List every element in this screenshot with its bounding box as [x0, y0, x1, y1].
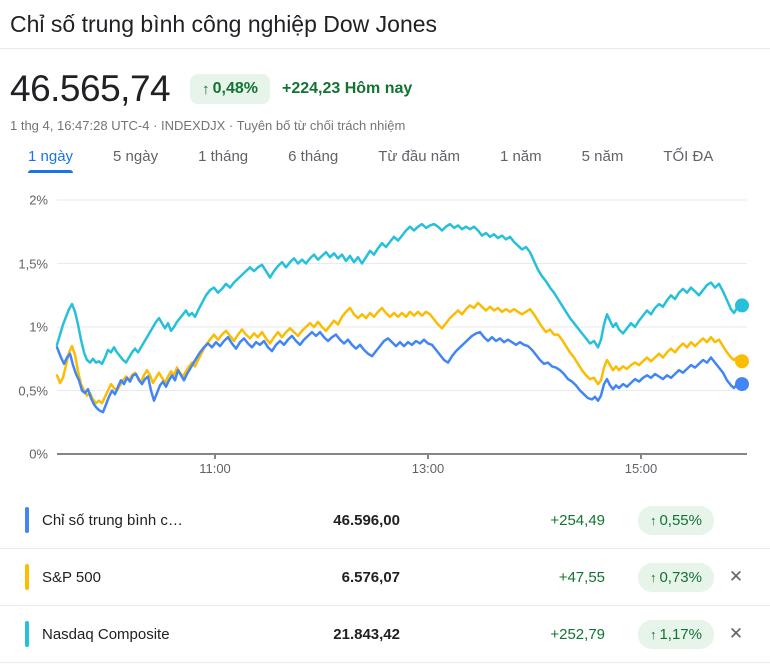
- up-arrow-icon: ↑: [649, 512, 657, 528]
- index-percent-value: 1,17%: [659, 625, 702, 643]
- series-color-marker: [25, 564, 29, 590]
- series-end-dot: [735, 377, 749, 392]
- page-title: Chỉ số trung bình công nghiệp Dow Jones: [10, 11, 438, 37]
- y-axis-label: 0%: [29, 446, 48, 462]
- header-divider: [0, 48, 770, 49]
- period-tab-bar: 1 ngày 5 ngày 1 tháng 6 tháng Từ đầu năm…: [0, 148, 770, 173]
- y-axis-label: 1%: [29, 319, 48, 335]
- change-percent-badge: ↑ 0,48%: [190, 74, 270, 104]
- table-row-nasdaq[interactable]: Nasdaq Composite 21.843,42 +252,79 ↑ 1,1…: [0, 606, 770, 663]
- tab-max[interactable]: TỐI ĐA: [663, 148, 714, 165]
- tab-1-day[interactable]: 1 ngày: [28, 148, 74, 173]
- index-change: +47,55: [558, 568, 605, 586]
- y-axis-label: 2%: [29, 192, 48, 208]
- table-row-dow[interactable]: Chỉ số trung bình c… 46.596,00 +254,49 ↑…: [0, 492, 770, 549]
- day-change-text: +224,23 Hôm nay: [281, 80, 413, 97]
- series-line: [55, 222, 744, 366]
- index-name: S&P 500: [42, 568, 101, 586]
- chart-canvas[interactable]: [0, 187, 770, 487]
- tab-6-months[interactable]: 6 tháng: [288, 148, 339, 165]
- series-color-marker: [25, 621, 29, 647]
- current-price: 46.565,74: [10, 68, 171, 109]
- series-line: [55, 330, 744, 414]
- tab-1-month[interactable]: 1 tháng: [198, 148, 249, 165]
- index-value: 21.843,42: [333, 625, 400, 643]
- change-percent-value: 0,48%: [212, 80, 258, 97]
- index-value: 46.596,00: [333, 511, 400, 529]
- tab-1-year[interactable]: 1 năm: [499, 148, 542, 165]
- index-name: Nasdaq Composite: [42, 625, 170, 643]
- tab-ytd[interactable]: Từ đầu năm: [378, 148, 460, 165]
- index-name: Chỉ số trung bình c…: [42, 511, 183, 529]
- index-percent-badge: ↑ 1,17%: [637, 619, 714, 649]
- tab-5-years[interactable]: 5 năm: [581, 148, 624, 165]
- y-axis-label: 1,5%: [18, 256, 48, 271]
- timestamp-and-ticker: 1 thg 4, 16:47:28 UTC-4 · INDEXDJX ·: [10, 118, 237, 133]
- x-axis-label: 15:00: [624, 461, 658, 476]
- index-value: 6.576,07: [341, 568, 400, 586]
- x-axis-label: 13:00: [411, 461, 445, 476]
- index-percent-badge: ↑ 0,73%: [637, 562, 714, 592]
- index-change: +254,49: [550, 511, 605, 529]
- index-percent-value: 0,73%: [659, 568, 702, 586]
- comparison-table: Chỉ số trung bình c… 46.596,00 +254,49 ↑…: [0, 492, 770, 663]
- price-row: 46.565,74 ↑ 0,48% +224,23 Hôm nay: [10, 70, 770, 108]
- up-arrow-icon: ↑: [202, 80, 210, 98]
- disclaimer-link[interactable]: Tuyên bố từ chối trách nhiệm: [236, 118, 406, 133]
- up-arrow-icon: ↑: [649, 626, 657, 642]
- remove-comparison-icon[interactable]: ✕: [728, 624, 744, 643]
- remove-comparison-icon[interactable]: ✕: [728, 567, 744, 586]
- index-percent-value: 0,55%: [659, 511, 702, 529]
- series-line: [55, 301, 744, 405]
- index-change: +252,79: [550, 625, 605, 643]
- y-axis-label: 0,5%: [18, 383, 48, 398]
- series-end-dot: [735, 354, 749, 369]
- series-end-dot: [735, 298, 749, 313]
- index-percent-badge: ↑ 0,55%: [637, 505, 714, 535]
- up-arrow-icon: ↑: [649, 569, 657, 585]
- table-row-sp500[interactable]: S&P 500 6.576,07 +47,55 ↑ 0,73% ✕: [0, 549, 770, 606]
- tab-5-days[interactable]: 5 ngày: [113, 148, 159, 165]
- series-color-marker: [25, 507, 29, 533]
- x-axis-label: 11:00: [199, 461, 231, 476]
- quote-meta: 1 thg 4, 16:47:28 UTC-4 · INDEXDJX · Tuy…: [10, 118, 770, 133]
- chart-area: 2% 1,5% 1% 0,5% 0% 11:00 13:00 15:00: [0, 187, 770, 487]
